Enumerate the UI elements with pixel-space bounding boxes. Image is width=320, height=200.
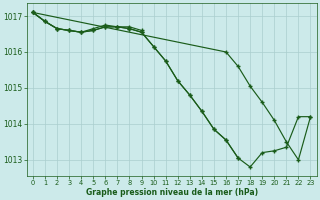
- X-axis label: Graphe pression niveau de la mer (hPa): Graphe pression niveau de la mer (hPa): [86, 188, 258, 197]
